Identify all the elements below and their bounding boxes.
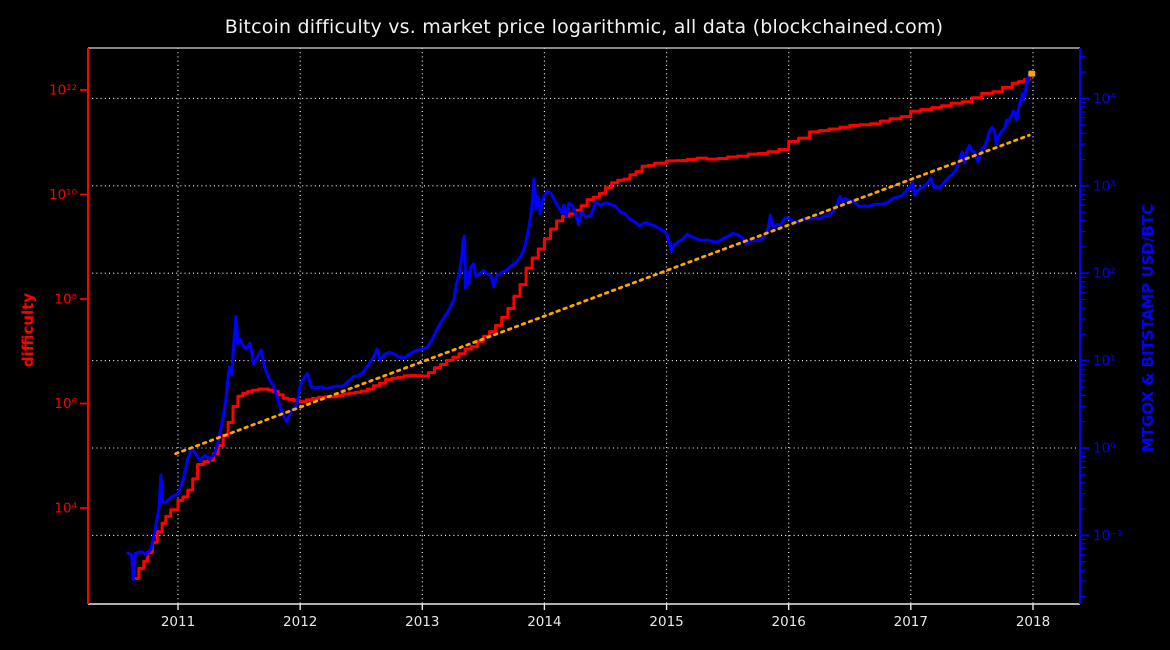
series-mtgox_bitstamp_price: [126, 71, 1031, 582]
chart-title: Bitcoin difficulty vs. market price loga…: [224, 16, 944, 38]
left-tick-label: 10¹⁰: [49, 187, 77, 203]
x-tick-label: 2015: [649, 614, 683, 630]
left-tick-label: 10⁴: [54, 501, 77, 517]
last-price-marker: [1028, 70, 1036, 77]
x-tick-label: 2018: [1016, 614, 1050, 630]
x-tick-label: 2011: [161, 614, 195, 630]
axes: 10¹² 10¹⁰ 10⁸ 10⁶ 10⁴ 10⁴ 10³ 10² 10¹ 10⁰ 10⁻¹ 2011…: [49, 47, 1123, 630]
left-tick-label: 10¹²: [49, 83, 77, 99]
data-series: [126, 70, 1036, 582]
x-tick-label: 2014: [527, 614, 561, 630]
x-tick-label: 2012: [283, 614, 317, 630]
left-tick-label: 10⁸: [54, 292, 77, 308]
series-price_trend: [174, 133, 1031, 456]
x-tick-label: 2017: [894, 614, 928, 630]
right-tick-label: 10⁴: [1093, 91, 1116, 107]
series-difficulty: [132, 74, 1031, 580]
x-tick-label: 2013: [405, 614, 439, 630]
right-tick-label: 10⁰: [1093, 441, 1116, 457]
left-tick-label: 10⁶: [54, 396, 77, 412]
right-tick-label: 10²: [1093, 266, 1116, 282]
x-tick-label: 2016: [772, 614, 806, 630]
right-tick-label: 10¹: [1093, 353, 1116, 369]
right-tick-label: 10⁻¹: [1093, 528, 1123, 544]
right-tick-label: 10³: [1093, 178, 1116, 194]
